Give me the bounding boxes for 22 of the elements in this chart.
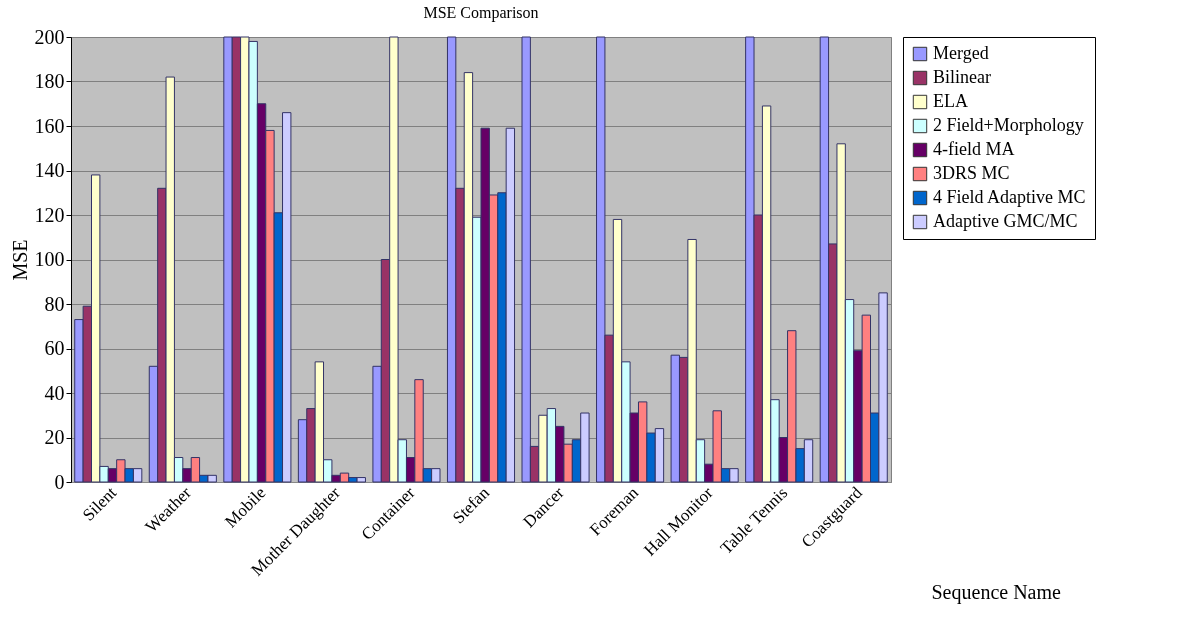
y-tick-label: 80	[44, 292, 65, 315]
legend-label: ELA	[933, 91, 968, 111]
legend-label: 3DRS MC	[933, 163, 1010, 183]
y-tick-label: 100	[34, 248, 65, 270]
y-tick-label: 180	[34, 70, 65, 92]
y-tick-label: 160	[34, 114, 65, 137]
chart-title: MSE Comparison	[423, 4, 539, 22]
y-tick-label: 120	[34, 203, 65, 226]
y-tick-label: 40	[44, 381, 65, 404]
x-axis-title: Sequence Name	[931, 580, 1062, 604]
legend-label: 2 Field+Morphology	[933, 115, 1084, 135]
y-tick-label: 140	[34, 159, 65, 181]
legend-label: Merged	[933, 43, 989, 63]
y-tick-label: 200	[34, 25, 65, 48]
legend-label: 4 Field Adaptive MC	[933, 187, 1086, 207]
legend-label: 4-field MA	[933, 139, 1015, 159]
y-axis-title: MSE	[8, 239, 31, 281]
legend-label: Adaptive GMC/MC	[933, 211, 1078, 231]
y-tick-label: 0	[54, 470, 65, 493]
legend-label: Bilinear	[933, 67, 991, 87]
y-tick-label: 20	[44, 426, 65, 448]
y-tick-label: 60	[44, 337, 65, 359]
